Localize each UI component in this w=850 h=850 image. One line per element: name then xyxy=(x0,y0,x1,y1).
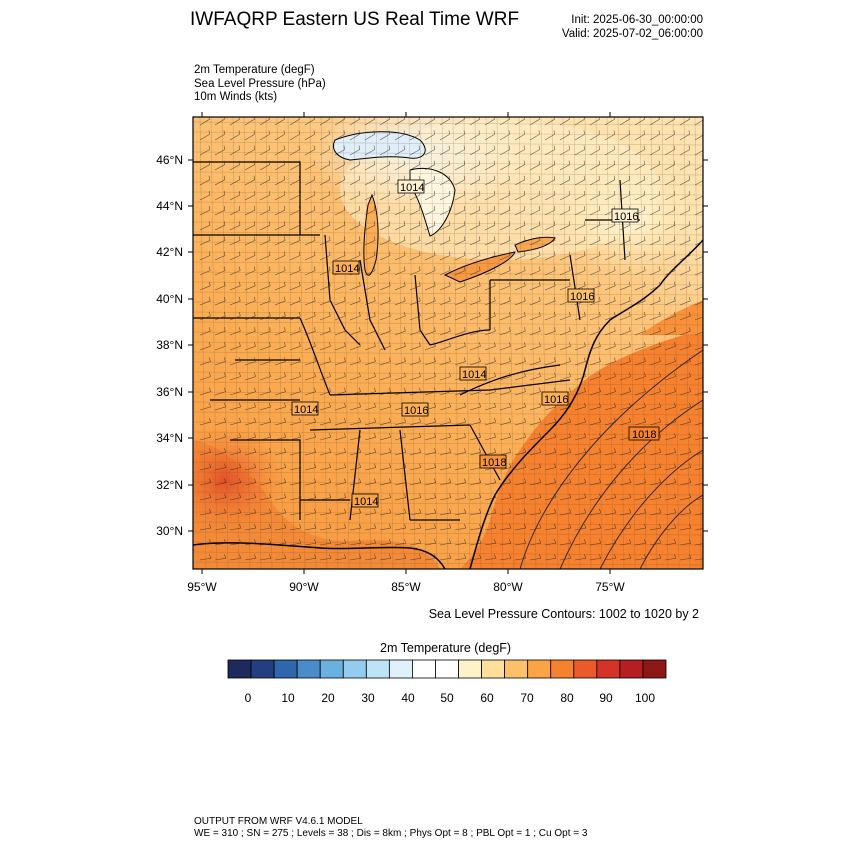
field-pressure: Sea Level Pressure (hPa) xyxy=(194,77,326,90)
init-time: Init: 2025-06-30_00:00:00 xyxy=(571,14,703,26)
pressure-label: 1016 xyxy=(614,211,638,223)
contour-note: Sea Level Pressure Contours: 1002 to 102… xyxy=(428,607,699,621)
lat-label: 36°N xyxy=(156,385,183,399)
field-list: 2m Temperature (degF) Sea Level Pressure… xyxy=(194,64,326,105)
pressure-label: 1018 xyxy=(482,457,506,469)
footer-line-1: OUTPUT FROM WRF V4.6.1 MODEL xyxy=(194,816,363,827)
colorbar-swatch xyxy=(619,659,644,679)
lat-label: 40°N xyxy=(156,292,183,306)
pressure-label: 1014 xyxy=(400,182,424,194)
plot-title: IWFAQRP Eastern US Real Time WRF xyxy=(190,9,520,30)
pressure-label: 1014 xyxy=(335,263,359,275)
lat-ticks xyxy=(188,159,708,532)
pressure-label: 1014 xyxy=(354,496,378,508)
pressure-label: 1014 xyxy=(294,404,318,416)
lon-ticks xyxy=(201,112,611,574)
colorbar-swatch xyxy=(481,659,506,679)
lon-label: 80°W xyxy=(493,580,523,594)
pressure-label: 1018 xyxy=(632,429,656,441)
colorbar-swatch xyxy=(342,659,367,679)
footer-line-2: WE = 310 ; SN = 275 ; Levels = 38 ; Dis … xyxy=(194,828,588,839)
colorbar-label: 20 xyxy=(321,691,335,705)
lat-label: 34°N xyxy=(156,431,183,445)
pressure-label: 1016 xyxy=(544,394,568,406)
colorbar-swatch xyxy=(596,659,621,679)
lon-label: 90°W xyxy=(289,580,319,594)
colorbar-label: 100 xyxy=(635,691,655,705)
colorbar-swatch xyxy=(527,659,552,679)
colorbar xyxy=(227,659,667,679)
lon-label: 85°W xyxy=(391,580,421,594)
colorbar-swatch xyxy=(388,659,413,679)
lat-label: 44°N xyxy=(156,199,183,213)
colorbar-label: 40 xyxy=(401,691,415,705)
colorbar-swatch xyxy=(458,659,482,679)
field-winds: 10m Winds (kts) xyxy=(194,91,278,103)
colorbar-swatch xyxy=(412,659,436,679)
colorbar-swatch xyxy=(319,659,344,679)
colorbar-title: 2m Temperature (degF) xyxy=(380,641,512,655)
field-temperature: 2m Temperature (degF) xyxy=(194,64,315,76)
lat-labels: 46°N 44°N 42°N 40°N 38°N 36°N 34°N 32°N … xyxy=(156,153,183,538)
colorbar-swatch xyxy=(296,659,321,679)
colorbar-swatch xyxy=(573,659,598,679)
colorbar-swatch xyxy=(227,659,252,679)
lat-label: 46°N xyxy=(156,153,183,167)
colorbar-label: 30 xyxy=(361,691,375,705)
lon-label: 95°W xyxy=(187,580,217,594)
lat-label: 38°N xyxy=(156,338,183,352)
lat-label: 32°N xyxy=(156,478,183,492)
colorbar-swatch xyxy=(504,659,529,679)
colorbar-label: 10 xyxy=(281,691,295,705)
colorbar-label: 60 xyxy=(480,691,494,705)
colorbar-labels: 0 10 20 30 40 50 60 70 80 90 100 xyxy=(245,691,656,705)
lat-label: 30°N xyxy=(156,524,183,538)
colorbar-label: 70 xyxy=(520,691,534,705)
colorbar-label: 50 xyxy=(440,691,454,705)
valid-time: Valid: 2025-07-02_06:00:00 xyxy=(561,28,703,40)
lon-labels: 95°W 90°W 85°W 80°W 75°W xyxy=(187,580,625,594)
colorbar-label: 0 xyxy=(245,691,252,705)
pressure-label: 1016 xyxy=(404,405,428,417)
map-frame xyxy=(192,116,704,570)
colorbar-swatch xyxy=(250,659,275,679)
pressure-label: 1016 xyxy=(570,291,594,303)
pressure-label: 1014 xyxy=(462,369,486,381)
run-times: Init: 2025-06-30_00:00:00 Valid: 2025-07… xyxy=(562,13,703,41)
pressure-labels: 1014 1016 1018 1016 1014 1014 1014 1014 … xyxy=(291,179,660,508)
lat-label: 42°N xyxy=(156,245,183,259)
colorbar-swatch xyxy=(642,659,667,679)
model-footer: OUTPUT FROM WRF V4.6.1 MODEL WE = 310 ; … xyxy=(194,816,587,840)
colorbar-swatch xyxy=(273,659,298,679)
colorbar-label: 80 xyxy=(560,691,574,705)
colorbar-label: 90 xyxy=(599,691,613,705)
map-field xyxy=(193,117,703,569)
colorbar-swatch xyxy=(365,659,390,679)
colorbar-swatch xyxy=(435,659,459,679)
lon-label: 75°W xyxy=(595,580,625,594)
colorbar-swatch xyxy=(550,659,575,679)
